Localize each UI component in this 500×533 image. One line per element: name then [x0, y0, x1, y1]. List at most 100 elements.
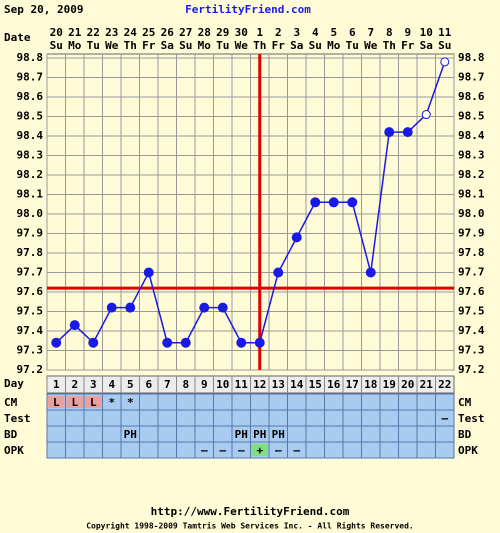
date-label: 3: [293, 26, 300, 39]
y-tick-label-right: 97.6: [458, 285, 485, 298]
temperature-point: [365, 267, 376, 278]
copyright: Copyright 1998-2009 Tamtris Web Services…: [86, 521, 414, 531]
y-tick-label-right: 98.3: [458, 149, 485, 162]
weekday-label: Th: [383, 39, 396, 52]
date-label: 9: [404, 26, 411, 39]
temperature-point: [88, 337, 99, 348]
row-label-right: BD: [458, 428, 472, 441]
weekday-label: Su: [309, 39, 322, 52]
date-label: 1: [256, 26, 263, 39]
day-number: 9: [201, 378, 208, 391]
weekday-label: Sa: [161, 39, 174, 52]
cell-text: –: [275, 444, 282, 457]
y-tick-label: 97.5: [17, 305, 44, 318]
weekday-label: Sa: [290, 39, 303, 52]
date-label: Date: [4, 31, 31, 44]
y-tick-label: 98.3: [17, 149, 44, 162]
chart-title: Sep 20, 2009: [4, 3, 83, 16]
date-label: 4: [312, 26, 319, 39]
date-label: 21: [68, 26, 82, 39]
cell-text: PH: [235, 428, 248, 441]
day-number: 16: [327, 378, 341, 391]
temperature-point: [384, 127, 395, 138]
y-tick-label: 98.5: [17, 110, 44, 123]
weekday-label: We: [105, 39, 119, 52]
temperature-point: [273, 267, 284, 278]
date-label: 7: [367, 26, 374, 39]
row-label-right: OPK: [458, 444, 478, 457]
y-tick-label-right: 98.2: [458, 168, 485, 181]
date-label: 28: [198, 26, 211, 39]
weekday-label: Sa: [420, 39, 433, 52]
y-tick-label: 97.6: [17, 285, 44, 298]
y-tick-label-right: 97.5: [458, 305, 485, 318]
temperature-point: [347, 197, 358, 208]
day-number: 10: [216, 378, 229, 391]
y-tick-label: 97.7: [17, 266, 44, 279]
cell-text: *: [127, 396, 134, 409]
y-tick-label: 97.3: [17, 344, 44, 357]
date-label: 25: [142, 26, 155, 39]
weekday-label: Mo: [68, 39, 82, 52]
y-tick-label: 98.7: [17, 71, 44, 84]
weekday-label: Fr: [142, 39, 156, 52]
temperature-point: [51, 337, 62, 348]
row-label-right: CM: [458, 396, 472, 409]
day-number: 2: [71, 378, 78, 391]
weekday-label: Su: [438, 39, 451, 52]
day-number: 15: [309, 378, 322, 391]
temperature-point: [106, 302, 117, 313]
temperature-point: [402, 127, 413, 138]
day-number: 17: [346, 378, 359, 391]
day-number: 5: [127, 378, 134, 391]
site-name[interactable]: FertilityFriend.com: [185, 3, 311, 16]
y-tick-label-right: 97.7: [458, 266, 485, 279]
day-number: 18: [364, 378, 377, 391]
weekday-label: Tu: [216, 39, 229, 52]
day-number: 21: [420, 378, 434, 391]
temperature-point: [440, 57, 450, 67]
y-tick-label: 97.4: [17, 324, 44, 337]
y-tick-label-right: 98.8: [458, 51, 485, 64]
y-tick-label: 97.9: [17, 227, 44, 240]
temperature-point: [328, 197, 339, 208]
y-tick-label: 97.8: [17, 246, 44, 259]
cell-highlight: [48, 396, 65, 408]
y-tick-label: 98.4: [17, 129, 44, 142]
temperature-point: [199, 302, 210, 313]
y-tick-label-right: 97.3: [458, 344, 485, 357]
y-tick-label-right: 98.7: [458, 71, 485, 84]
weekday-label: Mo: [198, 39, 212, 52]
weekday-label: Tu: [87, 39, 100, 52]
temperature-point: [143, 267, 154, 278]
cell-text: –: [219, 444, 226, 457]
day-number: 19: [383, 378, 396, 391]
temperature-point: [236, 337, 247, 348]
day-number: 14: [290, 378, 304, 391]
day-number: 8: [182, 378, 189, 391]
cell-text: –: [238, 444, 245, 457]
y-tick-label-right: 98.5: [458, 110, 485, 123]
day-label: Day: [4, 377, 24, 390]
date-label: 11: [438, 26, 452, 39]
y-tick-label-right: 98.0: [458, 207, 485, 220]
cell-text: PH: [272, 428, 285, 441]
cell-text: L: [53, 396, 60, 409]
y-tick-label: 98.2: [17, 168, 44, 181]
temperature-point: [217, 302, 228, 313]
row-label: BD: [4, 428, 18, 441]
date-label: 23: [105, 26, 118, 39]
cell-text: +: [256, 444, 263, 457]
day-number: 20: [401, 378, 414, 391]
cell-text: –: [441, 412, 448, 425]
temperature-point: [254, 337, 265, 348]
cell-highlight: [85, 396, 102, 408]
date-label: 8: [386, 26, 393, 39]
cell-text: PH: [124, 428, 137, 441]
weekday-label: Fr: [272, 39, 286, 52]
y-tick-label-right: 98.4: [458, 129, 485, 142]
footer-url[interactable]: http://www.FertilityFriend.com: [151, 505, 350, 518]
day-number: 13: [272, 378, 285, 391]
y-tick-label-right: 98.6: [458, 90, 485, 103]
